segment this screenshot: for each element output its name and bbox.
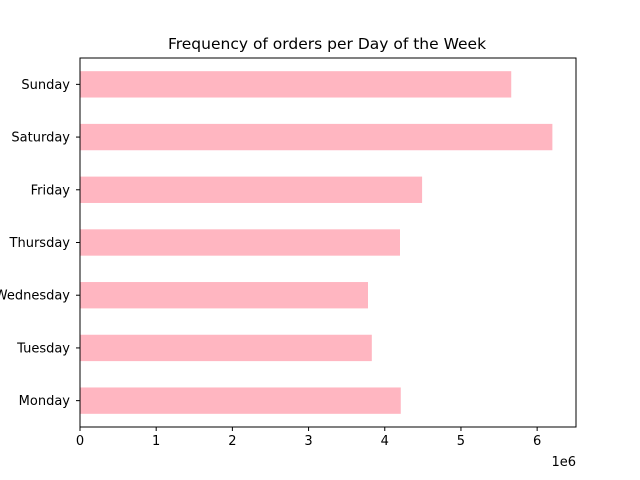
bar-friday	[80, 176, 423, 203]
y-tick-label-saturday: Saturday	[11, 131, 70, 146]
plot-area-frame	[79, 57, 577, 428]
x-tick-label: 3	[304, 434, 312, 449]
bar-sunday	[80, 71, 512, 98]
x-axis-ticks: 0 1 2 3 4 5 6	[76, 427, 541, 449]
x-tick-label: 0	[76, 434, 84, 449]
x-tick-label: 4	[381, 434, 389, 449]
chart-title: Frequency of orders per Day of the Week	[168, 35, 486, 53]
x-axis-scale-label: 1e6	[551, 455, 576, 470]
y-axis-ticks: Monday Tuesday Wednesday Thursday Friday Satu…	[0, 78, 80, 409]
bar-tuesday	[80, 334, 372, 362]
bar-wednesday	[80, 282, 368, 309]
y-tick-label-friday: Friday	[31, 183, 71, 198]
bar-monday	[80, 387, 401, 414]
y-tick-label-tuesday: Tuesday	[16, 341, 70, 356]
x-tick-label: 6	[533, 434, 541, 449]
bars	[80, 71, 553, 414]
x-tick-label: 1	[152, 434, 160, 449]
y-tick-label-sunday: Sunday	[21, 78, 70, 93]
y-tick-label-monday: Monday	[19, 394, 71, 409]
y-tick-label-thursday: Thursday	[9, 236, 71, 251]
x-tick-label: 2	[228, 434, 236, 449]
y-tick-label-wednesday: Wednesday	[0, 289, 70, 304]
bar-thursday	[80, 229, 400, 256]
x-tick-label: 5	[457, 434, 465, 449]
bar-saturday	[80, 123, 553, 151]
